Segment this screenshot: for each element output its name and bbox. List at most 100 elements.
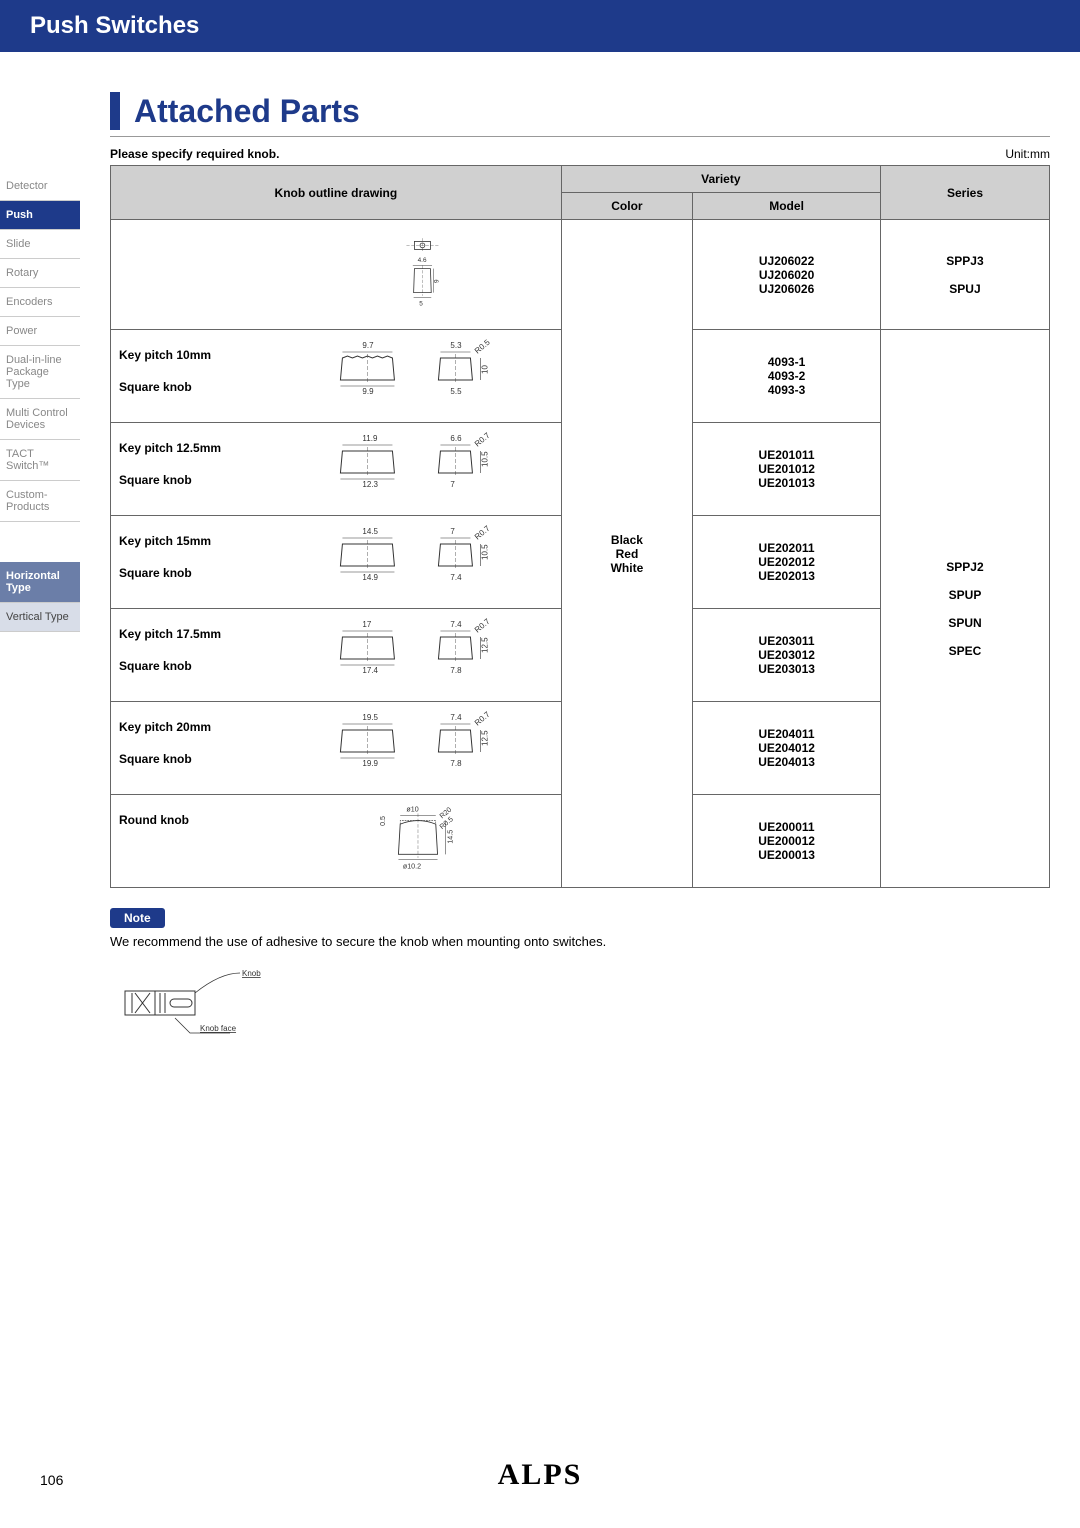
- model-cell: UJ206022 UJ206020 UJ206026: [693, 220, 881, 330]
- knob-drawing: 9.7 9.9 5.3 5.5 R0.5 10: [314, 336, 531, 416]
- knob-cell: 4.6 9 5: [111, 220, 562, 330]
- sidebar-item[interactable]: Push: [0, 201, 80, 230]
- sidebar-item[interactable]: Dual-in-line Package Type: [0, 346, 80, 399]
- knob-cell: Key pitch 12.5mmSquare knob 11.9 12.3 6.…: [111, 423, 562, 516]
- sidebar-item[interactable]: Power: [0, 317, 80, 346]
- knob-cell: Key pitch 20mmSquare knob 19.5 19.9 7.4 …: [111, 702, 562, 795]
- knob-drawing: ø10 0.5 R20 R0.5 ø10.2 14.5: [314, 801, 531, 881]
- svg-text:0.5: 0.5: [379, 816, 387, 826]
- sidebar-sub-item[interactable]: Vertical Type: [0, 603, 80, 632]
- th-model: Model: [693, 193, 881, 220]
- svg-text:10.5: 10.5: [481, 451, 490, 467]
- series-cell: SPPJ2 SPUP SPUN SPEC: [880, 330, 1049, 888]
- svg-text:19.5: 19.5: [363, 713, 379, 722]
- svg-text:12.5: 12.5: [481, 730, 490, 746]
- model-cell: UE200011 UE200012 UE200013: [693, 795, 881, 888]
- knob-label: Key pitch 20mmSquare knob: [119, 708, 314, 784]
- sidebar-sub-item[interactable]: Horizontal Type: [0, 562, 80, 603]
- caption-left: Please specify required knob.: [110, 147, 279, 161]
- table-row: 4.6 9 5 Black Red WhiteUJ206022 UJ206020…: [111, 220, 1050, 330]
- model-cell: UE203011 UE203012 UE203013: [693, 609, 881, 702]
- sidebar-item[interactable]: Encoders: [0, 288, 80, 317]
- sidebar-item[interactable]: Custom-Products: [0, 481, 80, 522]
- note-text: We recommend the use of adhesive to secu…: [110, 934, 1050, 949]
- svg-text:ø10: ø10: [407, 806, 419, 814]
- svg-text:7.8: 7.8: [451, 666, 463, 675]
- svg-text:9.7: 9.7: [363, 341, 375, 350]
- svg-text:7: 7: [451, 527, 456, 536]
- knob-drawing: 17 17.4 7.4 7.8 R0.7 12.5: [314, 615, 531, 695]
- content-area: DetectorPushSlideRotaryEncodersPowerDual…: [0, 92, 1080, 1048]
- category-title: Push Switches: [30, 12, 199, 39]
- knob-label: Key pitch 10mmSquare knob: [119, 336, 314, 412]
- svg-text:R0.5: R0.5: [473, 337, 492, 355]
- svg-text:7.4: 7.4: [451, 713, 463, 722]
- svg-text:10: 10: [481, 365, 490, 374]
- sidebar-item[interactable]: Detector: [0, 172, 80, 201]
- knob-cell: Key pitch 17.5mmSquare knob 17 17.4 7.4 …: [111, 609, 562, 702]
- svg-text:R0.7: R0.7: [473, 430, 492, 448]
- table-caption: Please specify required knob. Unit:mm: [110, 147, 1050, 161]
- section-title: Attached Parts: [134, 93, 360, 130]
- knob-drawing: 11.9 12.3 6.6 7 R0.7 10.5: [314, 429, 531, 509]
- page-header: Push Switches: [0, 0, 1080, 52]
- sidebar: DetectorPushSlideRotaryEncodersPowerDual…: [0, 92, 80, 1048]
- svg-text:17: 17: [363, 620, 372, 629]
- svg-text:10.5: 10.5: [481, 544, 490, 560]
- model-cell: UE201011 UE201012 UE201013: [693, 423, 881, 516]
- svg-text:R0.7: R0.7: [473, 523, 492, 541]
- svg-text:R0.7: R0.7: [473, 616, 492, 634]
- knob-cell: Round knob ø10 0.5 R20 R0.5 ø10.2 14.5: [111, 795, 562, 888]
- knob-label: Round knob: [119, 801, 314, 845]
- svg-text:6.6: 6.6: [451, 434, 463, 443]
- knob-label: Key pitch 12.5mmSquare knob: [119, 429, 314, 505]
- spec-table: Knob outline drawing Variety Series Colo…: [110, 165, 1050, 888]
- knob-drawing: 14.5 14.9 7 7.4 R0.7 10.5: [314, 522, 531, 602]
- svg-text:ø10.2: ø10.2: [403, 863, 421, 871]
- svg-text:5: 5: [419, 300, 423, 307]
- svg-text:14.5: 14.5: [447, 830, 455, 844]
- color-cell: Black Red White: [561, 220, 692, 888]
- page-number: 106: [40, 1472, 63, 1488]
- knob-cell: Key pitch 15mmSquare knob 14.5 14.9 7 7.…: [111, 516, 562, 609]
- model-cell: UE204011 UE204012 UE204013: [693, 702, 881, 795]
- th-color: Color: [561, 193, 692, 220]
- diagram-label-knob: Knob: [242, 969, 261, 978]
- svg-text:17.4: 17.4: [363, 666, 379, 675]
- knob-drawing: 4.6 9 5: [314, 235, 531, 315]
- svg-text:7.4: 7.4: [451, 573, 463, 582]
- svg-text:12.5: 12.5: [481, 637, 490, 653]
- knob-cell: Key pitch 10mmSquare knob 9.7 9.9 5.3 5.…: [111, 330, 562, 423]
- svg-text:11.9: 11.9: [363, 434, 379, 443]
- svg-text:9.9: 9.9: [363, 387, 375, 396]
- knob-mounting-diagram: Knob Knob face: [120, 963, 1050, 1048]
- diagram-label-knob-face: Knob face: [200, 1024, 237, 1033]
- model-cell: UE202011 UE202012 UE202013: [693, 516, 881, 609]
- svg-text:9: 9: [434, 279, 441, 283]
- knob-label: Key pitch 17.5mmSquare knob: [119, 615, 314, 691]
- main-column: Attached Parts Please specify required k…: [80, 92, 1080, 1048]
- svg-text:5.3: 5.3: [451, 341, 463, 350]
- svg-text:19.9: 19.9: [363, 759, 379, 768]
- series-cell: SPPJ3 SPUJ: [880, 220, 1049, 330]
- caption-unit: Unit:mm: [1005, 147, 1050, 161]
- knob-label: Key pitch 15mmSquare knob: [119, 522, 314, 598]
- sidebar-item[interactable]: Rotary: [0, 259, 80, 288]
- th-series: Series: [880, 166, 1049, 220]
- sidebar-item[interactable]: Slide: [0, 230, 80, 259]
- svg-text:4.6: 4.6: [418, 257, 427, 264]
- section-bar: [110, 92, 120, 130]
- brand-logo: ALPS: [498, 1458, 583, 1492]
- svg-text:7: 7: [451, 480, 456, 489]
- svg-text:14.9: 14.9: [363, 573, 379, 582]
- svg-text:7.8: 7.8: [451, 759, 463, 768]
- knob-label: [119, 235, 314, 247]
- sidebar-item[interactable]: Multi Control Devices: [0, 399, 80, 440]
- th-knob: Knob outline drawing: [111, 166, 562, 220]
- svg-text:14.5: 14.5: [363, 527, 379, 536]
- svg-text:7.4: 7.4: [451, 620, 463, 629]
- svg-text:12.3: 12.3: [363, 480, 379, 489]
- note-badge: Note: [110, 908, 165, 928]
- svg-text:R0.7: R0.7: [473, 709, 492, 727]
- sidebar-item[interactable]: TACT Switch™: [0, 440, 80, 481]
